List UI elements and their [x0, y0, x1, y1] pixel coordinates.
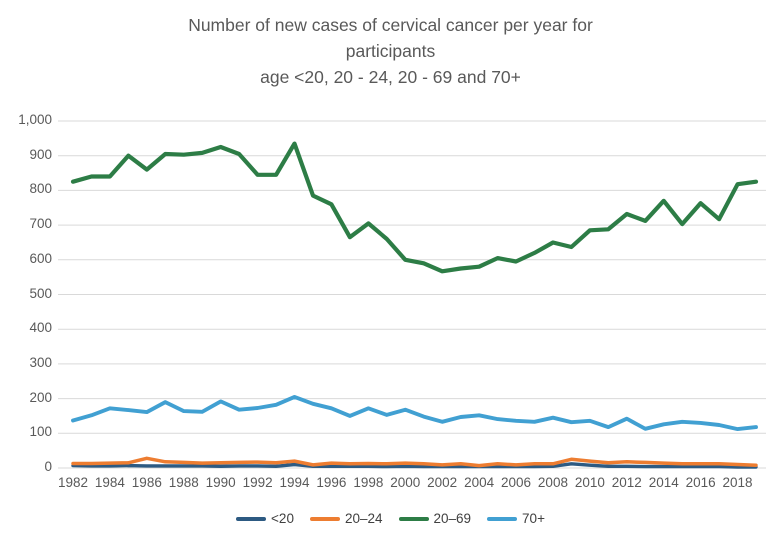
- x-axis-tick-label: 1998: [353, 475, 384, 490]
- legend-item-70-plus: 70+: [487, 511, 545, 526]
- x-axis-tick-label: 1996: [316, 475, 347, 490]
- y-axis-tick-label: 0: [44, 459, 52, 474]
- series-line-70-plus: [71, 394, 758, 432]
- x-axis-tick-label: 2002: [427, 475, 458, 490]
- y-axis-tick-label: 100: [29, 424, 52, 440]
- chart-title-line-3: age <20, 20 - 24, 20 - 69 and 70+: [260, 67, 521, 87]
- y-axis-tick-label: 200: [29, 389, 52, 405]
- y-axis-tick-label: 800: [29, 181, 52, 197]
- legend-item-under-20: <20: [236, 511, 294, 526]
- legend-item-20-24: 20–24: [309, 511, 383, 526]
- legend-label-20-24: 20–24: [344, 511, 383, 526]
- legend-label-20-69: 20–69: [433, 511, 472, 526]
- y-axis-tick-label: 1,000: [18, 112, 52, 127]
- x-axis-tick-label: 2008: [537, 475, 568, 490]
- y-axis-tick-label: 600: [29, 250, 52, 266]
- y-axis-tick-label: 700: [29, 216, 52, 232]
- legend-label-under-20: <20: [271, 511, 294, 526]
- legend-line-swatch-20-69: [398, 516, 429, 521]
- chart-title: Number of new cases of cervical cancer p…: [0, 12, 781, 90]
- x-axis-tick-label: 1982: [57, 475, 89, 490]
- y-axis-tick-label: 400: [29, 320, 52, 336]
- x-axis-tick-label: 1986: [131, 475, 162, 490]
- x-axis-tick-label: 1990: [205, 475, 236, 490]
- legend-line-swatch-20-24: [309, 516, 340, 521]
- y-axis-tick-label: 300: [29, 354, 52, 370]
- series-line-20-69: [70, 141, 759, 274]
- x-axis-tick-label: 2016: [685, 475, 716, 490]
- legend-label-70-plus: 70+: [522, 511, 545, 526]
- legend: <20 20–24 20–69 70+: [0, 511, 781, 526]
- series-line-20-24: [71, 456, 758, 468]
- series-line-under-20: [71, 462, 758, 469]
- x-axis-tick-label: 2010: [574, 475, 605, 490]
- legend-line-swatch-70-plus: [487, 516, 518, 521]
- x-axis-tick-label: 1994: [279, 475, 310, 490]
- legend-item-20-69: 20–69: [398, 511, 472, 526]
- y-axis-tick-label: 500: [29, 285, 52, 301]
- x-axis-tick-label: 2004: [464, 475, 495, 490]
- x-axis-tick-label: 2012: [611, 475, 642, 490]
- chart-title-line-2: participants: [345, 41, 436, 61]
- x-axis-tick-label: 2018: [722, 475, 753, 490]
- y-axis-tick-label: 900: [29, 146, 52, 162]
- x-axis-tick-label: 2014: [648, 475, 679, 490]
- x-axis-tick-label: 1984: [94, 475, 125, 490]
- x-axis-tick-label: 1988: [168, 475, 199, 490]
- legend-line-swatch-under-20: [236, 516, 267, 521]
- chart-title-line-1: Number of new cases of cervical cancer p…: [188, 15, 593, 35]
- x-axis-tick-label: 1992: [242, 475, 273, 490]
- x-axis-tick-label: 2000: [390, 475, 421, 490]
- gridlines: [58, 120, 766, 469]
- x-axis-tick-label: 2006: [501, 475, 532, 490]
